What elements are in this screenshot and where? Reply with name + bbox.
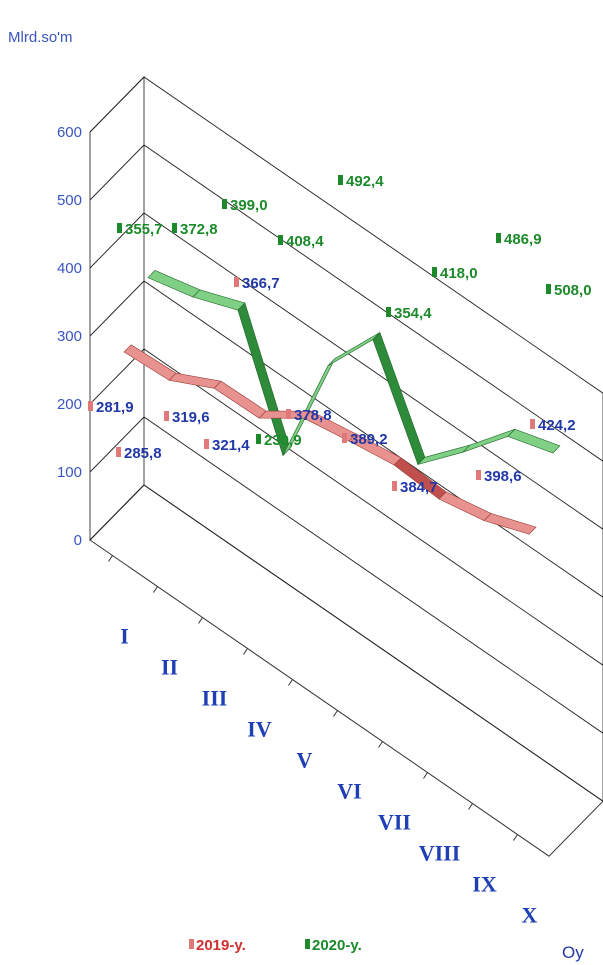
- ribbon-segment-2019-y.: [123, 344, 177, 381]
- x-tick: [513, 834, 518, 841]
- data-label-2020: 418,0: [440, 265, 478, 282]
- x-tick: [108, 555, 113, 562]
- y-tick-label: 400: [57, 260, 82, 277]
- data-label-2020: 408,4: [286, 233, 324, 250]
- marker-2019: [164, 411, 169, 421]
- marker-2019: [530, 419, 535, 429]
- gridline: [89, 144, 603, 462]
- marker-2019: [234, 277, 239, 287]
- legend-label-2020: 2020-y.: [312, 937, 362, 954]
- ribbon-segment-2019-y.: [168, 372, 222, 389]
- x-tick: [378, 741, 383, 748]
- y-tick-label: 200: [57, 396, 82, 413]
- x-axis-label: Oy: [562, 943, 584, 962]
- marker-2019: [392, 481, 397, 491]
- data-label-2019: 281,9: [96, 399, 134, 416]
- marker-2020: [222, 199, 227, 209]
- legend-swatch-2019: [189, 939, 194, 949]
- marker-2020: [172, 223, 177, 233]
- series-ribbons: [123, 270, 561, 535]
- x-tick: [153, 586, 158, 593]
- data-label-2020: 230,9: [264, 432, 302, 449]
- data-label-2019: 285,8: [124, 445, 162, 462]
- ribbon-segment-2020-y.: [192, 289, 246, 311]
- data-label-2019: 319,6: [172, 409, 210, 426]
- marker-2020: [256, 434, 261, 444]
- x-tick-label: V: [297, 748, 313, 773]
- legend-label-2019: 2019-y.: [196, 937, 246, 954]
- x-tick: [243, 648, 248, 655]
- data-label-2019: 398,6: [484, 468, 522, 485]
- chart-labels: 0100200300400500600IIIIIIIVVVIVIIVIIIIXX…: [57, 124, 592, 954]
- x-tick-label: X: [522, 903, 538, 928]
- x-tick-label: III: [202, 686, 228, 711]
- y-tick-label: 300: [57, 328, 82, 345]
- x-tick-label: IV: [247, 717, 272, 742]
- marker-2019: [342, 433, 347, 443]
- ribbon-segment-2020-y.: [462, 428, 516, 453]
- gridline: [89, 280, 603, 598]
- legend-swatch-2020: [305, 939, 310, 949]
- marker-2020: [338, 175, 343, 185]
- marker-2019: [88, 401, 93, 411]
- x-tick: [198, 617, 203, 624]
- ribbon-segment-2019-y.: [438, 491, 492, 521]
- marker-2020: [546, 284, 551, 294]
- marker-2020: [278, 235, 283, 245]
- y-tick-label: 500: [57, 192, 82, 209]
- x-tick: [423, 772, 428, 779]
- ribbon-segment-2020-y.: [416, 444, 471, 466]
- ribbon-segment-2020-y.: [327, 332, 381, 367]
- marker-2019: [476, 470, 481, 480]
- y-tick-label: 600: [57, 124, 82, 141]
- marker-2020: [496, 233, 501, 243]
- data-label-2020: 399,0: [230, 197, 268, 214]
- marker-2020: [117, 223, 122, 233]
- gridline: [89, 416, 603, 734]
- y-axis-label: Mlrd.so'm: [8, 29, 73, 46]
- x-tick-label: II: [161, 655, 178, 680]
- ribbon-segment-2019-y.: [483, 513, 537, 535]
- x-tick: [288, 679, 293, 686]
- marker-2019: [204, 439, 209, 449]
- x-tick-label: VII: [378, 810, 411, 835]
- x-tick: [468, 803, 473, 810]
- x-tick: [333, 710, 338, 717]
- gridline: [89, 484, 603, 802]
- marker-2020: [386, 307, 391, 317]
- gridline: [89, 348, 603, 666]
- data-label-2019: 384,7: [400, 479, 438, 496]
- data-label-2020: 355,7: [125, 221, 163, 238]
- marker-2019: [286, 409, 291, 419]
- data-label-2019: 366,7: [242, 275, 280, 292]
- ribbon-segment-2019-y.: [213, 380, 267, 419]
- ribbon-segment-2020-y.: [147, 270, 201, 298]
- chart-walls: [89, 75, 603, 857]
- y-tick-label: 100: [57, 464, 82, 481]
- data-label-2019: 424,2: [538, 417, 576, 434]
- x-tick-label: IX: [472, 872, 497, 897]
- data-label-2020: 354,4: [394, 305, 432, 322]
- marker-2019: [116, 447, 121, 457]
- x-tick-label: VI: [337, 779, 361, 804]
- data-label-2020: 508,0: [554, 282, 592, 299]
- x-tick-label: I: [120, 624, 129, 649]
- data-label-2020: 492,4: [346, 173, 384, 190]
- data-label-2020: 486,9: [504, 231, 542, 248]
- x-tick-label: VIII: [419, 841, 461, 866]
- ribbon-segment-2020-y.: [507, 428, 561, 454]
- data-label-2020: 372,8: [180, 221, 218, 238]
- data-label-2019: 378,8: [294, 407, 332, 424]
- gridline: [89, 76, 603, 394]
- data-label-2019: 321,4: [212, 437, 250, 454]
- data-label-2019: 389,2: [350, 431, 388, 448]
- y-tick-label: 0: [74, 532, 82, 549]
- gridline: [89, 212, 603, 530]
- marker-2020: [432, 267, 437, 277]
